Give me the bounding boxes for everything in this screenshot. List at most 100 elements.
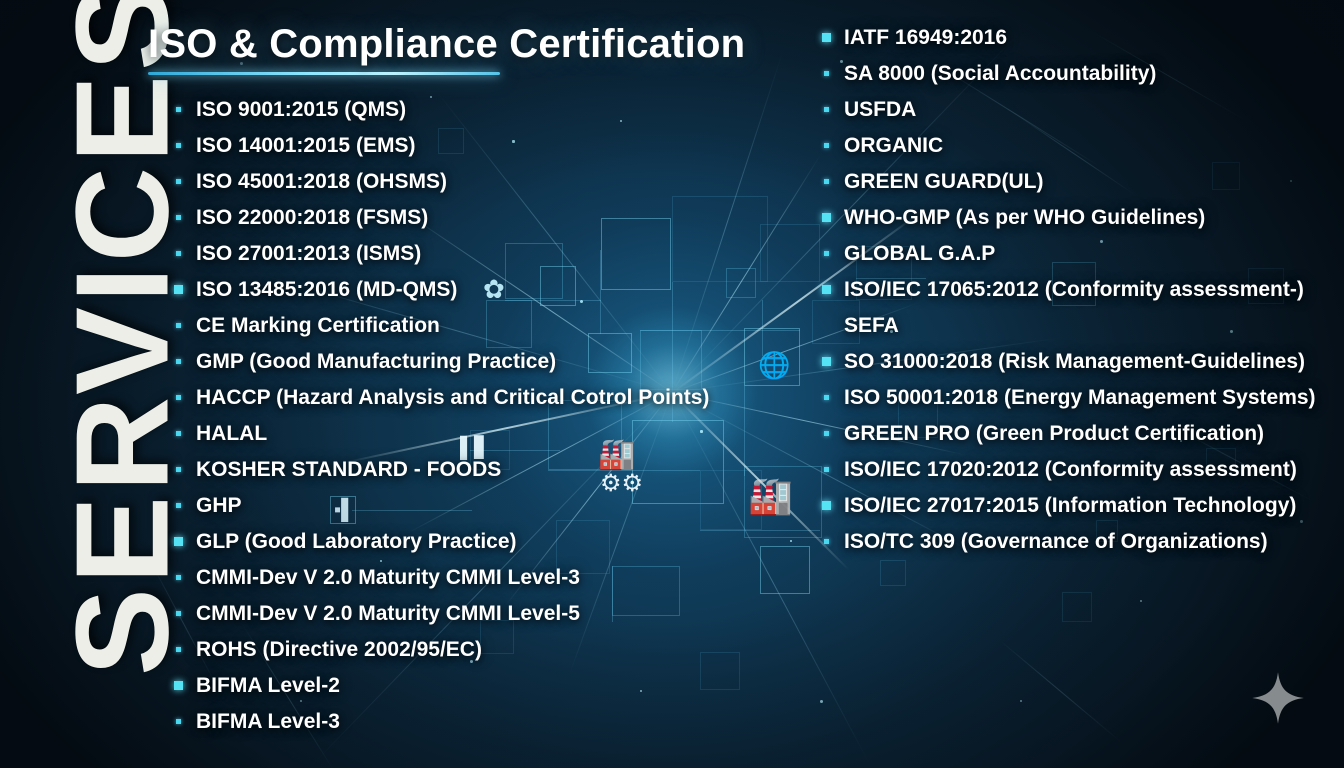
list-item: CMMI-Dev V 2.0 Maturity CMMI Level-3 — [172, 560, 812, 596]
list-item: ISO/TC 309 (Governance of Organizations) — [820, 524, 1340, 560]
list-item-label: BIFMA Level-3 — [196, 710, 340, 733]
bullet-icon — [822, 213, 831, 222]
list-item-label: ISO 45001:2018 (OHSMS) — [196, 170, 447, 193]
list-item-label: ISO 50001:2018 (Energy Management System… — [844, 386, 1316, 409]
list-item: GMP (Good Manufacturing Practice) — [172, 344, 812, 380]
list-item: CMMI-Dev V 2.0 Maturity CMMI Level-5 — [172, 596, 812, 632]
bullet-icon — [176, 215, 181, 220]
list-item: GHP — [172, 488, 812, 524]
list-item: HALAL — [172, 416, 812, 452]
list-item-label: KOSHER STANDARD - FOODS — [196, 458, 502, 481]
list-item-label: GMP (Good Manufacturing Practice) — [196, 350, 557, 373]
list-item: ISO 9001:2015 (QMS) — [172, 92, 812, 128]
bullet-icon — [822, 501, 831, 510]
list-item: ISO 22000:2018 (FSMS) — [172, 200, 812, 236]
list-item: ISO/IEC 27017:2015 (Information Technolo… — [820, 488, 1340, 524]
list-item: HACCP (Hazard Analysis and Critical Cotr… — [172, 380, 812, 416]
list-item-label: ISO/IEC 17065:2012 (Conformity assessmen… — [844, 278, 1304, 301]
list-item: ISO/IEC 17065:2012 (Conformity assessmen… — [820, 272, 1340, 308]
bullet-icon — [176, 107, 181, 112]
list-item-label: WHO-GMP (As per WHO Guidelines) — [844, 206, 1206, 229]
list-item-label: SEFA — [844, 314, 899, 337]
list-item: ROHS (Directive 2002/95/EC) — [172, 632, 812, 668]
list-item: ISO 13485:2016 (MD-QMS) — [172, 272, 812, 308]
right-certification-column: IATF 16949:2016 SA 8000 (Social Accountab… — [820, 20, 1340, 560]
list-item: ISO 27001:2013 (ISMS) — [172, 236, 812, 272]
page-title-block: ISO & Compliance Certification — [148, 22, 745, 75]
bullet-icon — [174, 285, 183, 294]
list-item-label: GHP — [196, 494, 242, 517]
list-item-label: USFDA — [844, 98, 917, 121]
list-item-label: CE Marking Certification — [196, 314, 440, 337]
list-item: KOSHER STANDARD - FOODS — [172, 452, 812, 488]
list-item-label: ISO/TC 309 (Governance of Organizations) — [844, 530, 1268, 553]
list-item-label: ISO/IEC 27017:2015 (Information Technolo… — [844, 494, 1297, 517]
bullet-icon — [824, 431, 829, 436]
list-item-label: ORGANIC — [844, 134, 944, 157]
list-item-label: HACCP (Hazard Analysis and Critical Cotr… — [196, 386, 710, 409]
list-item-label: SA 8000 (Social Accountability) — [844, 62, 1157, 85]
list-item-label: ISO 14001:2015 (EMS) — [196, 134, 416, 157]
list-item: GLP (Good Laboratory Practice) — [172, 524, 812, 560]
list-item: CE Marking Certification — [172, 308, 812, 344]
bullet-icon — [824, 71, 829, 76]
list-item-label: CMMI-Dev V 2.0 Maturity CMMI Level-5 — [196, 602, 580, 625]
list-item: SEFA — [820, 308, 1340, 344]
list-item: SA 8000 (Social Accountability) — [820, 56, 1340, 92]
list-item: BIFMA Level-2 — [172, 668, 812, 704]
list-item: WHO-GMP (As per WHO Guidelines) — [820, 200, 1340, 236]
bullet-icon — [822, 357, 831, 366]
list-item: ISO 45001:2018 (OHSMS) — [172, 164, 812, 200]
list-item-label: CMMI-Dev V 2.0 Maturity CMMI Level-3 — [196, 566, 580, 589]
list-item: ISO/IEC 17020:2012 (Conformity assessmen… — [820, 452, 1340, 488]
bullet-icon — [824, 467, 829, 472]
list-item-label: SO 31000:2018 (Risk Management-Guideline… — [844, 350, 1306, 373]
list-item: IATF 16949:2016 — [820, 20, 1340, 56]
bullet-icon — [824, 107, 829, 112]
bullet-icon — [176, 647, 181, 652]
list-item-label: GLOBAL G.A.P — [844, 242, 996, 265]
list-item: BIFMA Level-3 — [172, 704, 812, 740]
bullet-icon — [822, 33, 831, 42]
bullet-icon — [176, 395, 181, 400]
bullet-icon — [176, 251, 181, 256]
list-item: GLOBAL G.A.P — [820, 236, 1340, 272]
list-item: ORGANIC — [820, 128, 1340, 164]
list-item-label: IATF 16949:2016 — [844, 26, 1008, 49]
bullet-icon — [176, 431, 181, 436]
list-item: USFDA — [820, 92, 1340, 128]
list-item-label: ISO 22000:2018 (FSMS) — [196, 206, 429, 229]
bullet-icon — [824, 251, 829, 256]
list-item: ISO 14001:2015 (EMS) — [172, 128, 812, 164]
bullet-icon — [824, 539, 829, 544]
list-item: GREEN PRO (Green Product Certification) — [820, 416, 1340, 452]
page-title: ISO & Compliance Certification — [148, 22, 746, 66]
bullet-icon — [176, 467, 181, 472]
sparkle-icon — [1252, 672, 1304, 724]
list-item: SO 31000:2018 (Risk Management-Guideline… — [820, 344, 1340, 380]
bullet-icon — [176, 611, 181, 616]
list-item-label: GLP (Good Laboratory Practice) — [196, 530, 517, 553]
bullet-icon — [176, 503, 181, 508]
bullet-icon — [822, 285, 831, 294]
left-certification-column: ISO 9001:2015 (QMS) ISO 14001:2015 (EMS) I… — [172, 92, 812, 740]
list-item: ISO 50001:2018 (Energy Management System… — [820, 380, 1340, 416]
list-item-label: ISO 13485:2016 (MD-QMS) — [196, 278, 458, 301]
bullet-icon — [176, 179, 181, 184]
list-item-label: ISO 9001:2015 (QMS) — [196, 98, 407, 121]
right-certification-list: IATF 16949:2016 SA 8000 (Social Accountab… — [820, 20, 1340, 560]
title-underline — [148, 72, 500, 75]
list-item-label: ROHS (Directive 2002/95/EC) — [196, 638, 482, 661]
list-item-label: ISO 27001:2013 (ISMS) — [196, 242, 422, 265]
bullet-icon — [174, 681, 183, 690]
bullet-icon — [176, 323, 181, 328]
list-item-label: ISO/IEC 17020:2012 (Conformity assessmen… — [844, 458, 1297, 481]
left-certification-list: ISO 9001:2015 (QMS) ISO 14001:2015 (EMS) I… — [172, 92, 812, 740]
bullet-icon — [824, 143, 829, 148]
bullet-icon — [824, 395, 829, 400]
list-item-label: BIFMA Level-2 — [196, 674, 340, 697]
bullet-icon — [176, 575, 181, 580]
bullet-icon — [174, 537, 183, 546]
